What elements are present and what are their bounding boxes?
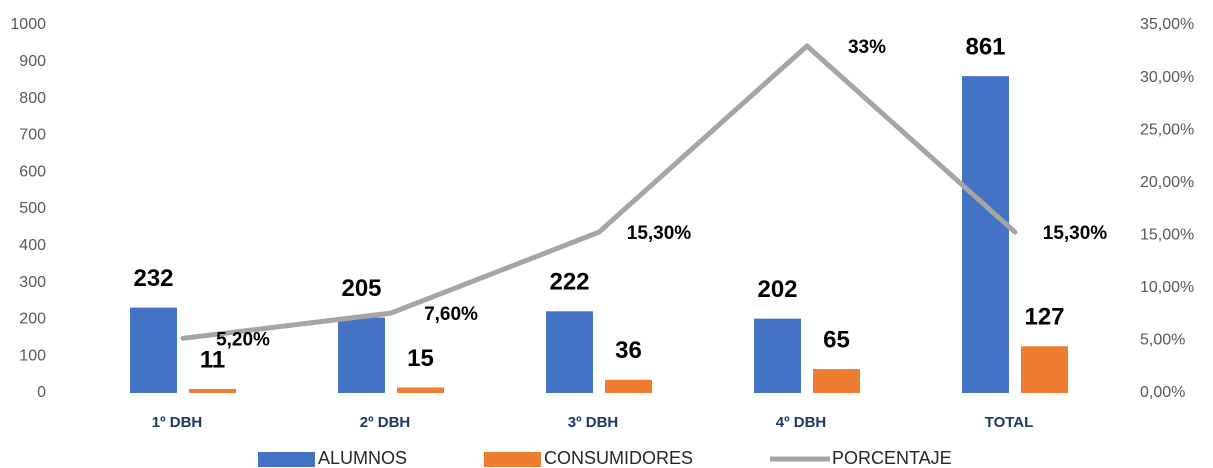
- line-label: 15,30%: [1043, 223, 1108, 244]
- y-tick-label: 700: [19, 127, 46, 144]
- bar: [813, 369, 860, 393]
- x-tick-label: 1º DBH: [152, 414, 203, 431]
- bar: [338, 317, 385, 393]
- bar: [754, 318, 801, 393]
- legend-label: ALUMNOS: [318, 448, 407, 468]
- legend-label: PORCENTAJE: [832, 448, 952, 468]
- x-tick-label: 4º DBH: [776, 414, 827, 431]
- data-label: 127: [1024, 304, 1064, 331]
- y-tick-label: 0: [37, 384, 46, 401]
- bar: [962, 76, 1009, 393]
- y2-tick-label: 20,00%: [1140, 174, 1194, 191]
- line-label: 15,30%: [627, 223, 692, 244]
- data-label: 222: [549, 269, 589, 296]
- y2-tick-label: 10,00%: [1140, 279, 1194, 296]
- y2-tick-label: 30,00%: [1140, 69, 1194, 86]
- y-tick-label: 1000: [10, 16, 46, 33]
- y-tick-label: 500: [19, 200, 46, 217]
- data-label: 65: [823, 326, 850, 353]
- y-tick-label: 600: [19, 163, 46, 180]
- bar: [130, 307, 177, 393]
- data-label: 11: [200, 346, 225, 373]
- bar: [397, 387, 444, 393]
- data-label: 205: [341, 275, 381, 302]
- y-tick-label: 200: [19, 311, 46, 328]
- y2-tick-label: 25,00%: [1140, 121, 1194, 138]
- x-tick-label: 3º DBH: [568, 414, 619, 431]
- data-label: 232: [133, 265, 173, 292]
- data-label: 15: [407, 345, 434, 372]
- legend-swatch: [258, 452, 315, 467]
- bar: [605, 379, 652, 393]
- y2-tick-label: 0,00%: [1140, 384, 1185, 401]
- line: [180, 43, 1018, 341]
- y-tick-label: 300: [19, 274, 46, 291]
- legend-swatch: [484, 452, 541, 467]
- data-label: 36: [615, 337, 642, 364]
- y-tick-label: 400: [19, 237, 46, 254]
- y-tick-label: 900: [19, 53, 46, 70]
- bar: [546, 311, 593, 393]
- x-tick-label: TOTAL: [985, 414, 1034, 431]
- line-label: 5,20%: [216, 329, 270, 350]
- line-label: 33%: [848, 37, 886, 58]
- y2-tick-label: 5,00%: [1140, 332, 1185, 349]
- y2-tick-label: 15,00%: [1140, 227, 1194, 244]
- x-tick-label: 2º DBH: [360, 414, 411, 431]
- data-label: 861: [965, 33, 1005, 60]
- y-tick-label: 100: [19, 347, 46, 364]
- line-label: 7,60%: [424, 304, 478, 325]
- bar: [1021, 346, 1068, 393]
- y2-tick-label: 35,00%: [1140, 16, 1194, 33]
- y-tick-label: 800: [19, 90, 46, 107]
- legend-label: CONSUMIDORES: [544, 448, 693, 468]
- bar: [189, 388, 236, 393]
- data-label: 202: [757, 276, 797, 303]
